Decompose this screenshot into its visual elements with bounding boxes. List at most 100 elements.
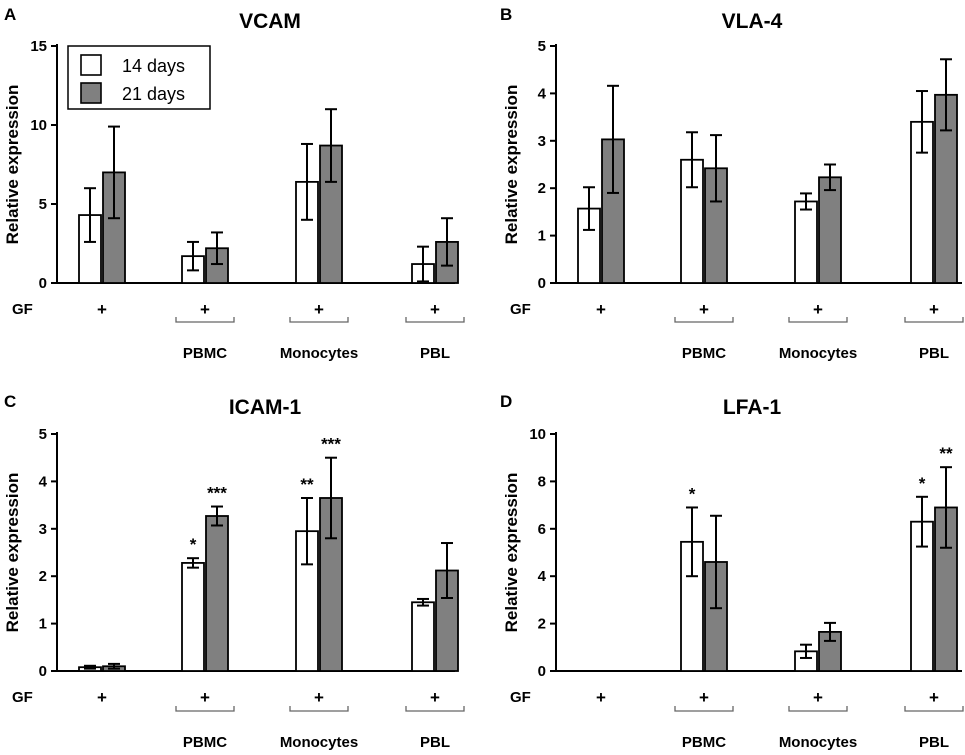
y-axis-label: Relative expression [502, 473, 521, 633]
gf-plus: + [929, 300, 939, 319]
group-label: Monocytes [280, 734, 358, 751]
gf-plus: + [200, 688, 210, 707]
significance-marker: *** [321, 435, 341, 454]
significance-marker: * [689, 484, 696, 503]
significance-marker: ** [939, 444, 953, 463]
group-bracket [788, 317, 848, 323]
y-tick-label: 4 [538, 568, 547, 585]
legend-label-14-days: 14 days [122, 56, 185, 76]
legend-label-21-days: 21 days [122, 84, 185, 104]
y-tick-label: 5 [39, 426, 47, 443]
group-bracket [175, 317, 235, 323]
y-tick-label: 2 [538, 180, 546, 197]
chart-title: ICAM-1 [229, 396, 302, 419]
bar-monocytes-21-days [818, 176, 842, 284]
gf-label: GF [510, 689, 531, 706]
significance-marker: * [190, 535, 197, 554]
panel-letter: B [500, 5, 512, 24]
gf-plus: + [200, 300, 210, 319]
group-bracket [674, 317, 734, 323]
group-bracket [788, 706, 848, 712]
panel-vla4: B VLA-4 Relative expression 0 1 2 3 4 5 GF + + PBMC +… [500, 5, 964, 362]
gf-label: GF [12, 301, 33, 318]
group-label: Monocytes [280, 345, 358, 362]
gf-plus: + [699, 300, 709, 319]
y-tick-label: 0 [538, 663, 546, 680]
bar-pbmc-21-days [205, 515, 229, 672]
group-label: PBMC [682, 734, 726, 751]
panel-letter: C [4, 392, 16, 411]
gf-plus: + [314, 300, 324, 319]
y-axis-label: Relative expression [3, 473, 22, 633]
gf-plus: + [929, 688, 939, 707]
y-tick-label: 1 [538, 228, 546, 245]
chart-title: LFA-1 [723, 396, 782, 419]
chart-title: VCAM [239, 10, 301, 33]
panel-letter: A [4, 5, 16, 24]
legend-swatch-14-days [80, 54, 102, 76]
group-bracket [175, 706, 235, 712]
group-bracket [405, 706, 465, 712]
y-tick-label: 5 [538, 38, 546, 55]
y-tick-label: 15 [30, 38, 47, 55]
significance-marker: *** [207, 484, 227, 503]
y-tick-label: 0 [538, 275, 546, 292]
panel-lfa1: D LFA-1 Relative expression 0 2 4 6 8 10 GF + * + PBM… [500, 392, 964, 751]
gf-label: GF [510, 301, 531, 318]
gf-plus: + [97, 300, 107, 319]
y-tick-label: 10 [30, 117, 47, 134]
gf-label: GF [12, 689, 33, 706]
y-axis-label: Relative expression [3, 85, 22, 245]
group-label: Monocytes [779, 345, 857, 362]
gf-plus: + [314, 688, 324, 707]
group-label: PBL [919, 734, 949, 751]
panel-vcam: A VCAM Relative expression 0 5 10 15 GF + + PBMC + M… [3, 5, 465, 362]
y-tick-label: 4 [39, 473, 48, 490]
y-tick-label: 1 [39, 616, 47, 633]
panel-letter: D [500, 392, 512, 411]
gf-plus: + [596, 300, 606, 319]
y-tick-label: 8 [538, 473, 546, 490]
gf-plus: + [699, 688, 709, 707]
y-tick-label: 2 [538, 616, 546, 633]
legend: 14 days 21 days [67, 45, 211, 110]
y-tick-label: 3 [39, 521, 47, 538]
group-bracket [904, 706, 964, 712]
y-tick-label: 2 [39, 568, 47, 585]
group-label: PBL [420, 345, 450, 362]
gf-plus: + [813, 300, 823, 319]
gf-plus: + [813, 688, 823, 707]
y-axis-label: Relative expression [502, 85, 521, 245]
y-tick-label: 5 [39, 196, 47, 213]
y-tick-label: 6 [538, 521, 546, 538]
y-tick-label: 4 [538, 85, 547, 102]
group-bracket [289, 706, 349, 712]
y-tick-label: 10 [529, 426, 546, 443]
y-tick-label: 3 [538, 133, 546, 150]
group-bracket [289, 317, 349, 323]
gf-plus: + [596, 688, 606, 707]
significance-marker: * [919, 474, 926, 493]
significance-marker: ** [300, 475, 314, 494]
group-bracket [674, 706, 734, 712]
group-label: Monocytes [779, 734, 857, 751]
group-label: PBL [919, 345, 949, 362]
bar-pbl-14-days [411, 601, 435, 672]
bar-pbmc-14-days [181, 562, 205, 672]
chart-title: VLA-4 [722, 10, 783, 33]
group-label: PBMC [183, 734, 227, 751]
group-bracket [904, 317, 964, 323]
group-label: PBL [420, 734, 450, 751]
group-bracket [405, 317, 465, 323]
legend-swatch-21-days [80, 82, 102, 104]
group-label: PBMC [682, 345, 726, 362]
gf-plus: + [430, 300, 440, 319]
group-label: PBMC [183, 345, 227, 362]
gf-plus: + [97, 688, 107, 707]
gf-plus: + [430, 688, 440, 707]
bar-monocytes-14-days [794, 200, 818, 284]
y-tick-label: 0 [39, 663, 47, 680]
y-tick-label: 0 [39, 275, 47, 292]
